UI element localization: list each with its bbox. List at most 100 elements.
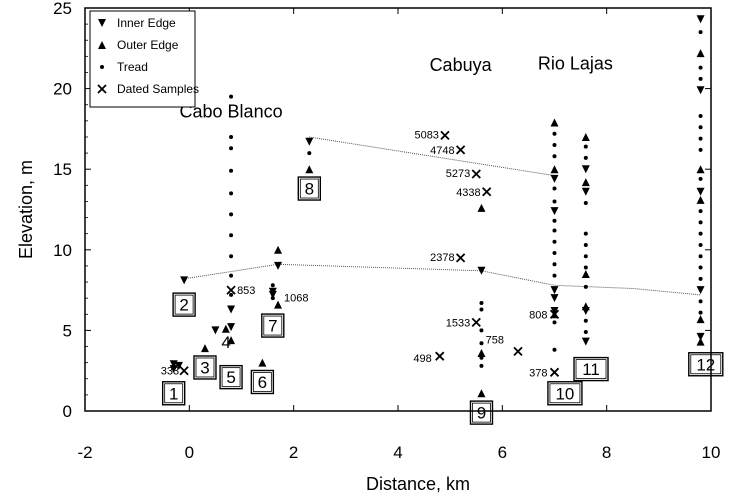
terrace-box-outer <box>161 381 186 406</box>
y-tick-label: 0 <box>63 402 72 421</box>
tread-point <box>229 292 234 297</box>
inner-edge-point <box>98 19 106 27</box>
terrace-box-inner <box>195 357 215 378</box>
tread-point <box>552 273 557 278</box>
tread-point <box>229 191 234 196</box>
inner-edge-point <box>274 261 283 270</box>
tread-point <box>552 320 557 325</box>
sample-age-label: 2378 <box>430 252 454 264</box>
inner-edge-point <box>581 337 590 346</box>
correlation-lines-layer <box>184 136 701 296</box>
point-label: 4 <box>221 333 230 352</box>
terrace-box-outer <box>193 355 217 380</box>
tread-point <box>552 262 557 267</box>
tread-point <box>698 242 703 247</box>
inner-edge-point <box>581 187 590 196</box>
outer-edge-point <box>477 389 486 398</box>
point-label: 1068 <box>284 292 308 304</box>
outer-edge-point <box>274 300 283 309</box>
tread-point <box>270 296 275 301</box>
tread-point <box>479 307 484 312</box>
dated-sample-point <box>455 145 466 155</box>
tread-point <box>698 76 703 81</box>
tread-point <box>583 254 588 259</box>
inner-edge-point <box>477 266 486 275</box>
tread-point <box>583 330 588 335</box>
terrace-box-outer <box>261 313 285 338</box>
outer-edge-point <box>98 41 106 49</box>
terrace-box-inner <box>252 372 272 392</box>
tread-point <box>552 186 557 191</box>
tread-point <box>583 231 588 236</box>
terrace-box: 8 <box>297 176 322 201</box>
terrace-box: 6 <box>250 369 275 395</box>
tread-point <box>698 147 703 152</box>
terrace-box-label: 9 <box>477 404 486 423</box>
tread-point <box>583 265 588 270</box>
tread-point <box>479 363 484 368</box>
dated-sample-point <box>513 346 523 356</box>
tread-point <box>583 155 588 160</box>
tread-point <box>698 299 703 304</box>
dated-sample-point <box>482 187 492 197</box>
tread-point <box>698 209 703 214</box>
outer-edge-point <box>477 203 486 212</box>
sample-age-label: 758 <box>486 334 504 346</box>
dated-sample-point <box>97 84 107 94</box>
inner-edge-point <box>180 276 189 285</box>
sample-age-label: 5083 <box>414 129 438 141</box>
tread-point <box>229 134 234 139</box>
dated-sample-point <box>549 367 560 377</box>
terrace-box-label: 7 <box>268 317 277 336</box>
y-tick-label: 15 <box>53 160 72 179</box>
region-label: Cabo Blanco <box>180 102 283 122</box>
y-tick-label: 20 <box>53 80 72 99</box>
tread-point <box>552 154 557 159</box>
tread-point <box>229 146 234 151</box>
terrace-box-inner <box>690 354 722 375</box>
inner-edge-point <box>696 332 705 341</box>
inner-edge-point <box>550 207 559 216</box>
outer-edge-point <box>477 348 486 357</box>
inner-edge-point <box>550 294 559 303</box>
terrace-box-inner <box>575 359 607 379</box>
outer-edge-point <box>696 165 705 174</box>
terrace-box: 7 <box>261 313 285 338</box>
terrace-box-label: 11 <box>582 360 600 379</box>
terrace-box-outer <box>688 352 724 377</box>
legend-entry: Tread <box>100 60 148 74</box>
outer-edge-point <box>581 302 590 311</box>
outer-edge-point <box>696 195 705 204</box>
tread-point <box>479 341 484 346</box>
legend: Inner Edge Outer Edge Tread Dated Samples <box>89 10 199 108</box>
terrace-box: 2 <box>172 292 196 317</box>
tread-point <box>698 220 703 225</box>
terrace-box: 5 <box>219 364 243 390</box>
legend-label: Tread <box>117 60 148 74</box>
legend-entry: Outer Edge <box>98 38 179 52</box>
terrace-box-outer <box>172 292 196 317</box>
inner-edge-point <box>550 286 559 295</box>
labels-layer: 3338535083474852734338237815334987588083… <box>161 53 613 379</box>
terrace-box: 1 <box>161 381 186 406</box>
tread-point <box>479 355 484 360</box>
outer-edge-point <box>258 358 267 367</box>
inner-edge-point <box>696 286 705 295</box>
terrace-box-label: 5 <box>226 368 235 387</box>
tread-point <box>229 273 234 278</box>
tread-point <box>307 151 312 156</box>
terrace-box: 11 <box>573 356 609 382</box>
tread-point <box>552 143 557 148</box>
inner-edge-point <box>550 174 559 183</box>
inner-edge-point <box>581 165 590 174</box>
tread-point <box>552 239 557 244</box>
correlation-line <box>184 263 701 296</box>
x-tick-label: 2 <box>289 443 298 462</box>
dated-sample-point <box>435 351 445 361</box>
inner-edge-point <box>696 15 705 24</box>
terrace-box-label: 1 <box>169 384 178 403</box>
sample-age-label: 1533 <box>446 317 470 329</box>
terrace-box-inner <box>549 383 581 404</box>
